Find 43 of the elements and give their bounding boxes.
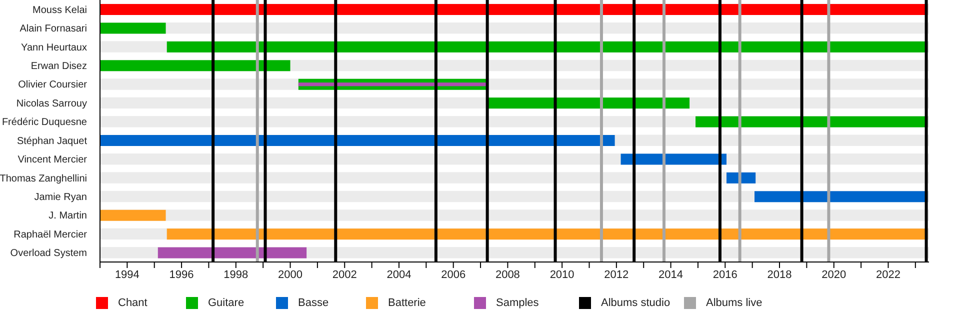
x-tick-label: 2020 [822,268,846,281]
x-tick-label: 2022 [876,268,900,281]
legend-label: Albums live [706,297,762,309]
x-tick-label: 2008 [495,268,520,281]
bar [100,60,290,72]
legend-label: Guitare [208,297,244,309]
x-tick-label: 2004 [386,268,412,281]
bar [100,22,166,34]
y-tick-label: Raphaël Mercier [14,229,88,240]
x-tick-label: 2012 [604,268,629,281]
x-tick-label: 2014 [658,268,684,281]
y-tick-label: Mouss Kelai [32,4,87,16]
bar [486,98,690,109]
y-tick-label: Nicolas Sarrouy [16,98,87,110]
bar [620,154,727,165]
y-tick-label: Alain Fornasari [20,24,87,35]
bar [754,191,928,202]
y-tick-label: Jamie Ryan [34,192,87,203]
x-tick-label: 2002 [332,268,357,281]
x-tick-label: 2006 [441,268,466,281]
legend-label: Samples [496,297,539,309]
bar [696,116,928,128]
y-tick-label: Thomas Zanghellini [0,173,87,184]
y-tick-label: Erwan Disez [30,61,87,72]
x-tick-label: 2018 [767,268,792,281]
y-tick-label: J. Martin [48,210,87,222]
y-tick-label: Yann Heurtaux [21,42,87,54]
y-tick-label: Olivier Coursier [18,80,88,91]
legend-label: Basse [298,297,329,309]
y-tick-label: Frédéric Duquesne [2,117,88,128]
y-tick-label: Stéphan Jaquet [16,136,88,147]
legend-label: Batterie [388,297,426,309]
x-tick-label: 1994 [114,268,140,281]
bar [100,210,166,221]
x-tick-label: 2010 [550,268,574,281]
x-tick-label: 1998 [224,268,248,281]
legend-label: Chant [118,297,148,309]
legend-label: Albums studio [601,297,670,309]
x-tick-label: 1996 [169,268,194,281]
x-tick-label: 2016 [712,268,738,281]
y-tick-label: Overload System [10,248,87,260]
x-tick-label: 2000 [278,268,303,281]
y-tick-label: Vincent Mercier [18,154,88,166]
